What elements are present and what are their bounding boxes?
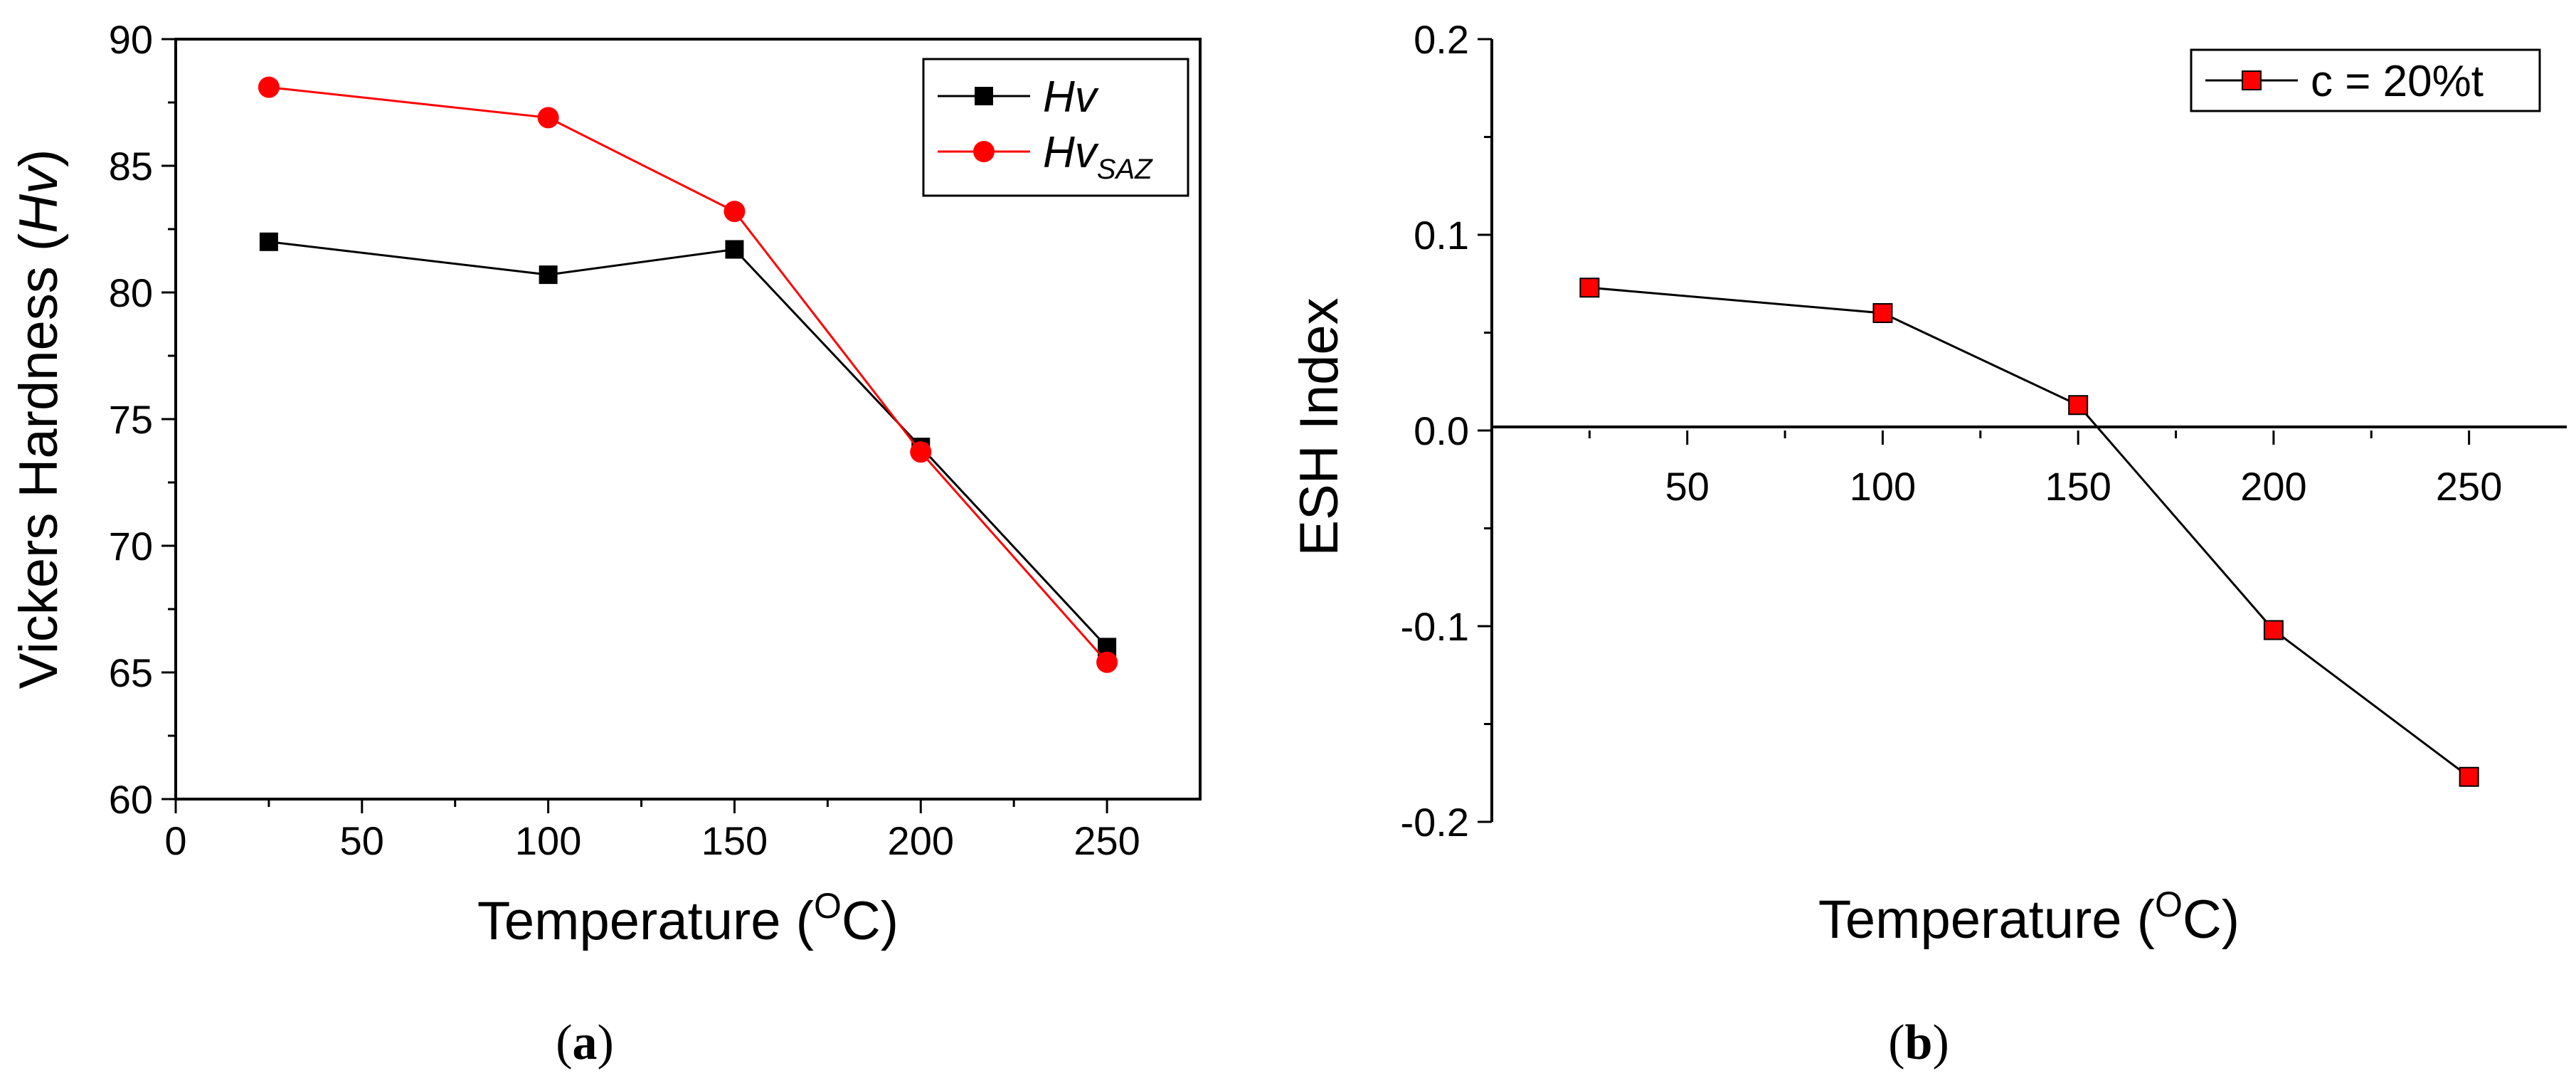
data-point-esh	[1872, 303, 1893, 323]
data-point-HvSAZ	[537, 107, 559, 129]
x-tick-label-b: 150	[2045, 464, 2111, 509]
x-axis-label-a: Temperature (OC)	[477, 886, 899, 951]
legend-a-hvsaz-marker	[973, 141, 995, 162]
caption-b: (b)	[1888, 1015, 1949, 1070]
x-tick-label-b: 50	[1665, 464, 1710, 509]
data-point-esh	[2459, 766, 2479, 787]
y-axis-label-a: Vickers Hardness (Hv)	[9, 149, 69, 690]
caption-a-close: )	[598, 1015, 614, 1070]
data-point-HvSAZ	[258, 76, 280, 98]
x-axis-label-b-main: Temperature (	[1818, 889, 2155, 950]
y-tick-label-b: -0.1	[1401, 604, 1470, 649]
x-tick-label-b: 250	[2436, 464, 2502, 509]
y-tick-label-a: 65	[109, 650, 153, 695]
x-tick-label-b: 100	[1850, 464, 1916, 509]
x-tick-label-a: 150	[701, 818, 768, 863]
x-axis-label-a-tail: C)	[842, 891, 899, 951]
data-point-Hv	[725, 240, 744, 259]
y-tick-label-a: 75	[109, 397, 153, 442]
x-axis-label-a-main: Temperature (	[477, 891, 814, 951]
y-tick-label-a: 60	[109, 777, 153, 822]
legend-a-box	[922, 58, 1189, 197]
legend-a-hvsaz-sub: SAZ	[1097, 154, 1153, 185]
legend-b-label: c = 20%t	[2311, 57, 2484, 106]
x-tick-label-a: 200	[888, 818, 954, 863]
legend-a-hvsaz-main: Hv	[1043, 128, 1099, 177]
caption-a: (a)	[556, 1015, 614, 1070]
x-axis-label-b-sup: O	[2155, 884, 2183, 924]
data-point-HvSAZ	[910, 441, 932, 463]
x-tick-label-b: 200	[2240, 464, 2306, 509]
x-axis-label-b-tail: C)	[2183, 889, 2240, 950]
legend-a-hvsaz-label: HvSAZ	[1043, 128, 1153, 185]
caption-a-letter: a	[573, 1015, 598, 1070]
panel-b-esh-chart: 50 100 150 200 250 -0.2 -0.1 0.0 0.1 0.2 c = 20%t…	[1289, 17, 2567, 1070]
x-tick-label-a: 250	[1074, 818, 1140, 863]
y-axis-label-a-tail: )	[9, 149, 69, 167]
x-axis-label-b: Temperature (OC)	[1818, 884, 2240, 950]
data-point-esh	[2068, 395, 2089, 416]
data-point-Hv	[259, 232, 278, 251]
legend-a-entry-hvsaz: HvSAZ	[938, 128, 1153, 185]
caption-b-close: )	[1932, 1015, 1949, 1070]
y-tick-label-b: -0.2	[1401, 800, 1470, 845]
data-point-esh	[1579, 278, 1600, 298]
y-axis-label-b: ESH Index	[1289, 297, 1350, 556]
x-axis-label-a-sup: O	[814, 886, 842, 926]
legend-a-hv-marker	[975, 87, 993, 105]
x-tick-label-a: 100	[515, 818, 581, 863]
data-point-Hv	[539, 265, 558, 285]
data-point-HvSAZ	[1096, 651, 1118, 673]
legend-a: Hv HvSAZ	[922, 58, 1189, 197]
y-tick-label-b: 0.0	[1414, 408, 1469, 453]
y-tick-label-a: 80	[109, 270, 153, 315]
y-tick-label-a: 90	[109, 17, 153, 62]
x-tick-label-a: 50	[340, 818, 384, 863]
legend-b: c = 20%t	[2190, 48, 2541, 112]
data-point-esh	[2263, 620, 2284, 640]
series-line-esh	[1589, 286, 2470, 778]
y-tick-label-a: 70	[109, 524, 153, 569]
caption-a-open: (	[556, 1015, 572, 1070]
caption-b-letter: b	[1905, 1015, 1933, 1070]
y-tick-label-b: 0.2	[1414, 17, 1469, 62]
y-tick-label-a: 85	[109, 144, 153, 189]
caption-b-open: (	[1888, 1015, 1904, 1070]
y-axis-label-a-main: Vickers Hardness (	[9, 233, 69, 690]
legend-b-marker	[2242, 70, 2262, 90]
legend-a-entry-hv: Hv	[938, 73, 1099, 122]
y-axis-label-a-italic: Hv	[9, 164, 69, 233]
series-line-Hv	[268, 241, 1108, 648]
legend-a-hv-label: Hv	[1043, 73, 1099, 122]
x-tick-label-a: 0	[164, 818, 186, 863]
data-point-HvSAZ	[723, 201, 746, 223]
y-tick-label-b: 0.1	[1414, 213, 1469, 258]
